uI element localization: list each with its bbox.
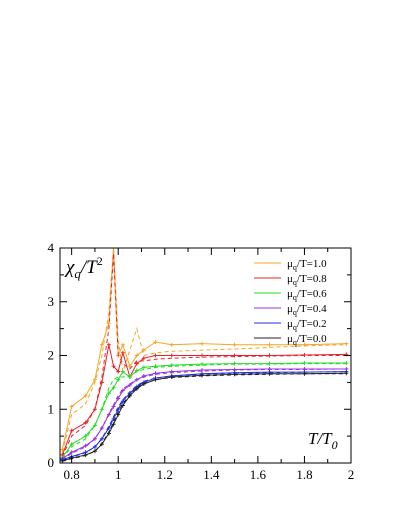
series-5 bbox=[60, 371, 349, 463]
series-line-dashed bbox=[62, 373, 347, 462]
series-line bbox=[61, 362, 347, 458]
legend-label: μq/T=0.4 bbox=[287, 303, 327, 317]
x-tick-label: 1 bbox=[115, 467, 122, 482]
x-tick-label: 0.8 bbox=[64, 467, 80, 482]
x-tick-label: 1.2 bbox=[157, 467, 173, 482]
series-line-dashed bbox=[62, 371, 347, 461]
axes-layer: 0.8 1 1.2 1.4 1.6 1.8 2 0 1 2 3 4 bbox=[48, 240, 355, 482]
legend-label: μq/T=1.0 bbox=[287, 258, 327, 272]
x-tick-label: 1.4 bbox=[203, 467, 220, 482]
legend-label: μq/T=0.0 bbox=[287, 333, 327, 347]
y-tick-label: 1 bbox=[48, 401, 55, 416]
series-4 bbox=[60, 369, 349, 462]
series-layer bbox=[60, 248, 349, 463]
x-axis-label: T/T0 bbox=[308, 429, 338, 452]
series-line bbox=[62, 371, 347, 461]
series-3 bbox=[60, 366, 349, 461]
x-tick-label: 2 bbox=[348, 467, 355, 482]
legend-label: μq/T=0.8 bbox=[287, 273, 327, 287]
legend-label: μq/T=0.6 bbox=[287, 288, 327, 302]
series-line-dashed bbox=[62, 368, 347, 461]
series-2 bbox=[60, 361, 349, 460]
series-line-dashed bbox=[61, 248, 347, 453]
series-0 bbox=[60, 248, 349, 453]
legend: μq/T=1.0μq/T=0.8μq/T=0.6μq/T=0.4μq/T=0.2… bbox=[254, 258, 327, 347]
legend-label: μq/T=0.2 bbox=[287, 318, 327, 332]
y-tick-label: 3 bbox=[48, 294, 55, 309]
y-axis-label: χq/T2 bbox=[64, 254, 103, 281]
x-tick-label: 1.8 bbox=[296, 467, 312, 482]
y-tick-label: 0 bbox=[48, 455, 55, 470]
y-tick-label: 2 bbox=[48, 348, 55, 363]
x-tick-label: 1.6 bbox=[250, 467, 267, 482]
y-tick-label: 4 bbox=[48, 240, 55, 255]
series-line bbox=[62, 368, 347, 460]
series-line-dashed bbox=[61, 363, 347, 460]
series-line bbox=[62, 372, 347, 462]
